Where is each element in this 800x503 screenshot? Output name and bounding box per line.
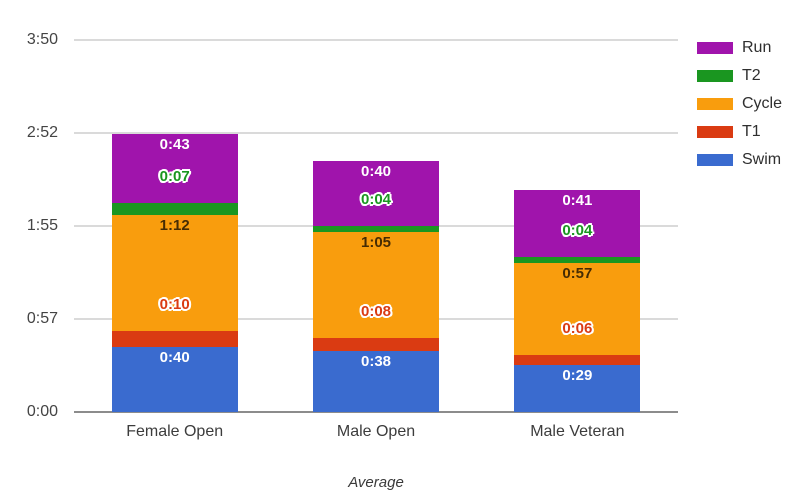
legend-label: Swim (742, 151, 782, 168)
segment-value-label: 0:57 (562, 265, 593, 283)
legend-label: Run (742, 39, 772, 56)
legend-item-swim[interactable]: Swim (697, 150, 781, 170)
segment-value-label: 0:38 (360, 352, 392, 370)
bar-segment-t2[interactable] (313, 226, 439, 233)
segment-value-label: 0:40 (159, 349, 190, 367)
gridline (74, 132, 678, 134)
y-axis-tick-label: 0:57 (26, 310, 58, 327)
bar-segment-run[interactable] (313, 161, 439, 226)
segment-value-label: 0:43 (159, 135, 190, 153)
bar-segment-run[interactable] (111, 133, 238, 204)
legend-item-cycle[interactable]: Cycle (697, 94, 782, 114)
segment-value-label: 0:06 (562, 320, 593, 338)
segment-value-label: 1:12 (159, 216, 190, 234)
x-axis-category-label: Male Veteran (530, 423, 625, 440)
bar-segment-t2[interactable] (514, 256, 641, 264)
segment-value-label: 1:05 (360, 234, 392, 252)
segment-value-label: 0:08 (360, 302, 392, 320)
bar-segment-cycle[interactable] (514, 263, 641, 356)
bar-segment-cycle[interactable] (111, 214, 238, 332)
y-axis-tick-label: 1:55 (26, 217, 58, 234)
legend-swatch-cycle-icon (697, 98, 733, 110)
bar-segment-swim[interactable] (313, 350, 439, 412)
bar-segment-t2[interactable] (111, 203, 238, 215)
bar-segment-swim[interactable] (514, 365, 641, 412)
legend-swatch-run-icon (697, 42, 733, 54)
segment-value-label: 0:41 (562, 192, 593, 210)
legend-item-run[interactable]: Run (697, 38, 771, 58)
legend-swatch-t1-icon (697, 126, 733, 138)
x-axis-category-label: Male Open (336, 423, 416, 440)
bar-segment-swim[interactable] (111, 347, 238, 412)
bar-segment-run[interactable] (514, 190, 641, 257)
bar-segment-cycle[interactable] (313, 232, 439, 338)
segment-value-label: 0:10 (159, 296, 190, 314)
y-axis-tick-label: 2:52 (26, 124, 58, 141)
legend-swatch-t2-icon (697, 70, 733, 82)
segment-value-label: 0:40 (360, 163, 392, 181)
segment-value-label: 0:04 (360, 191, 392, 208)
segment-value-label: 0:04 (562, 221, 593, 239)
y-axis-tick-label: 0:00 (26, 403, 58, 420)
bar-segment-t1[interactable] (111, 331, 238, 348)
legend-swatch-swim-icon (697, 154, 733, 166)
legend-item-t2[interactable]: T2 (697, 66, 761, 86)
gridline (74, 39, 678, 41)
legend-item-t1[interactable]: T1 (697, 122, 761, 142)
legend-label: Cycle (742, 95, 783, 112)
bar-segment-t1[interactable] (313, 337, 439, 351)
legend-label: T1 (742, 123, 761, 140)
x-axis-line (74, 411, 678, 413)
legend-label: T2 (742, 67, 761, 84)
bar-segment-t1[interactable] (514, 355, 641, 366)
y-axis-tick-label: 3:50 (26, 31, 58, 48)
x-axis-title: Average (348, 474, 404, 491)
x-axis-category-label: Female Open (126, 423, 224, 440)
segment-value-label: 0:29 (562, 367, 593, 385)
segment-value-label: 0:07 (159, 168, 190, 186)
